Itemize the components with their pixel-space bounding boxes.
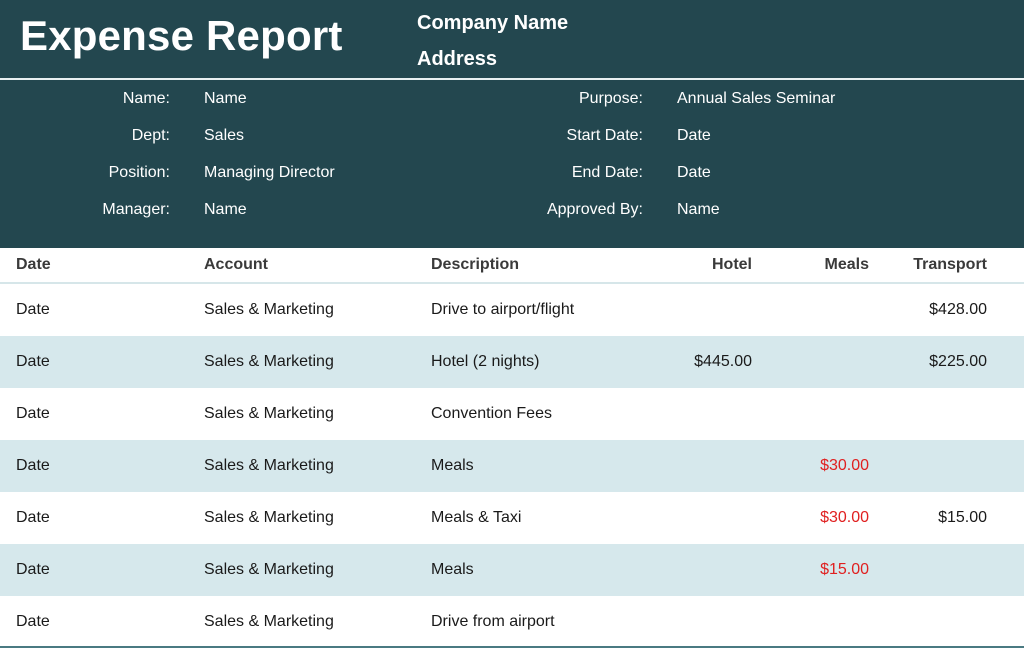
cell-date[interactable]: Date xyxy=(16,509,50,526)
cell-meals[interactable]: $30.00 xyxy=(820,457,869,474)
table-row: Date Sales & Marketing Meals $30.00 xyxy=(0,440,1024,492)
info-row-position: Position: Managing Director End Date: Da… xyxy=(0,161,1024,185)
column-header-hotel[interactable]: Hotel xyxy=(712,256,752,273)
cell-date[interactable]: Date xyxy=(16,405,50,422)
name-label: Name: xyxy=(122,90,170,107)
cell-account[interactable]: Sales & Marketing xyxy=(204,509,334,526)
end-date-label: End Date: xyxy=(571,164,643,181)
table-row: Date Sales & Marketing Meals $15.00 xyxy=(0,544,1024,596)
position-label: Position: xyxy=(108,164,170,181)
table-row: Date Sales & Marketing Drive from airpor… xyxy=(0,596,1024,648)
cell-account[interactable]: Sales & Marketing xyxy=(204,613,334,630)
position-value[interactable]: Managing Director xyxy=(204,164,335,181)
column-header-description[interactable]: Description xyxy=(431,256,520,273)
cell-account[interactable]: Sales & Marketing xyxy=(204,457,334,474)
cell-date[interactable]: Date xyxy=(16,301,50,318)
start-date-label: Start Date: xyxy=(566,127,643,144)
table-header: Date Account Description Hotel Meals Tra… xyxy=(0,248,1024,284)
end-date-value[interactable]: Date xyxy=(677,164,711,181)
column-header-date[interactable]: Date xyxy=(16,256,51,273)
cell-transport[interactable]: $428.00 xyxy=(929,301,987,318)
cell-description[interactable]: Meals xyxy=(431,561,474,578)
start-date-value[interactable]: Date xyxy=(677,127,711,144)
cell-date[interactable]: Date xyxy=(16,457,50,474)
cell-description[interactable]: Drive to airport/flight xyxy=(431,301,575,318)
cell-description[interactable]: Meals & Taxi xyxy=(431,509,522,526)
cell-date[interactable]: Date xyxy=(16,353,50,370)
info-row-manager: Manager: Name Approved By: Name xyxy=(0,198,1024,222)
header-divider xyxy=(0,78,1024,80)
dept-label: Dept: xyxy=(131,127,170,144)
manager-value[interactable]: Name xyxy=(204,201,247,218)
info-row-name: Name: Name Purpose: Annual Sales Seminar xyxy=(0,87,1024,111)
cell-account[interactable]: Sales & Marketing xyxy=(204,405,334,422)
company-block: Company Name Address xyxy=(417,5,568,77)
dept-value[interactable]: Sales xyxy=(204,127,245,144)
purpose-value[interactable]: Annual Sales Seminar xyxy=(677,90,836,107)
table-row: Date Sales & Marketing Meals & Taxi $30.… xyxy=(0,492,1024,544)
approved-by-value[interactable]: Name xyxy=(677,201,720,218)
cell-date[interactable]: Date xyxy=(16,561,50,578)
name-value[interactable]: Name xyxy=(204,90,247,107)
cell-description[interactable]: Drive from airport xyxy=(431,613,555,630)
cell-description[interactable]: Meals xyxy=(431,457,474,474)
purpose-label: Purpose: xyxy=(578,90,643,107)
cell-account[interactable]: Sales & Marketing xyxy=(204,301,334,318)
manager-label: Manager: xyxy=(102,201,170,218)
table-row: Date Sales & Marketing Drive to airport/… xyxy=(0,284,1024,336)
cell-transport[interactable]: $15.00 xyxy=(938,509,987,526)
column-header-account[interactable]: Account xyxy=(204,256,268,273)
report-title: Expense Report xyxy=(20,12,343,59)
cell-account[interactable]: Sales & Marketing xyxy=(204,561,334,578)
expense-table: Date Account Description Hotel Meals Tra… xyxy=(0,248,1024,648)
table-bottom-border xyxy=(0,646,1024,648)
column-header-meals[interactable]: Meals xyxy=(824,256,869,273)
table-row: Date Sales & Marketing Hotel (2 nights) … xyxy=(0,336,1024,388)
approved-by-label: Approved By: xyxy=(546,201,643,218)
cell-description[interactable]: Convention Fees xyxy=(431,405,552,422)
column-header-transport[interactable]: Transport xyxy=(913,256,987,273)
cell-date[interactable]: Date xyxy=(16,613,50,630)
report-header: Expense Report Company Name Address Name… xyxy=(0,0,1024,248)
company-name[interactable]: Company Name xyxy=(417,12,569,34)
cell-description[interactable]: Hotel (2 nights) xyxy=(431,353,540,370)
cell-transport[interactable]: $225.00 xyxy=(929,353,987,370)
cell-meals[interactable]: $30.00 xyxy=(820,509,869,526)
info-row-dept: Dept: Sales Start Date: Date xyxy=(0,124,1024,148)
cell-hotel[interactable]: $445.00 xyxy=(694,353,752,370)
cell-account[interactable]: Sales & Marketing xyxy=(204,353,334,370)
table-row: Date Sales & Marketing Convention Fees xyxy=(0,388,1024,440)
company-address[interactable]: Address xyxy=(417,48,498,70)
cell-meals[interactable]: $15.00 xyxy=(820,561,869,578)
